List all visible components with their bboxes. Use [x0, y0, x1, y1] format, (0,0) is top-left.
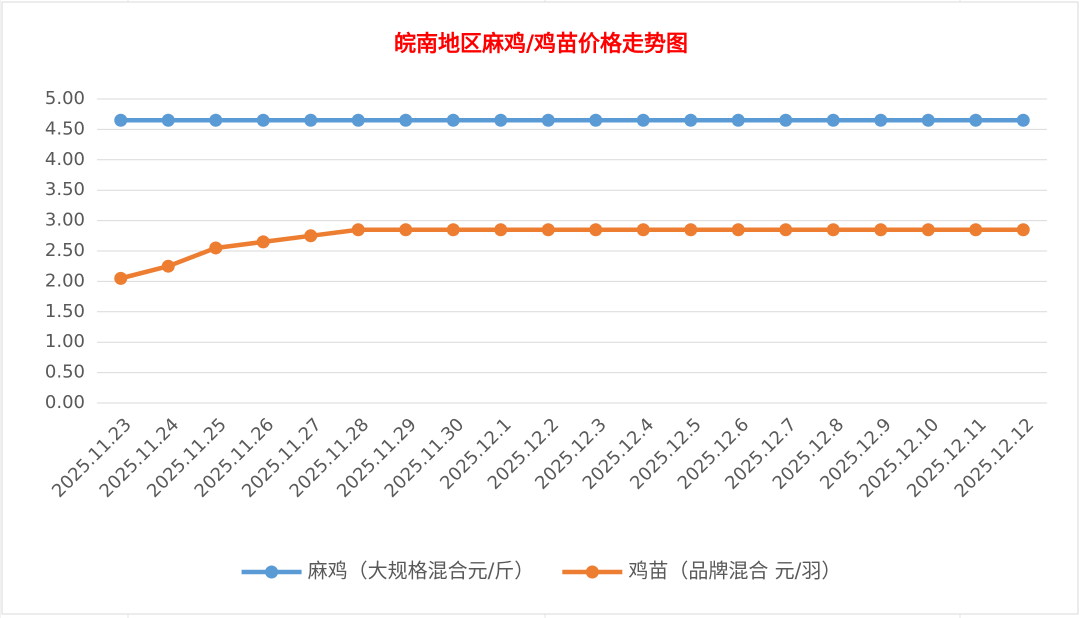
- y-tick-label: 5.00: [45, 88, 85, 109]
- y-tick-label: 0.50: [45, 362, 85, 383]
- data-point: [969, 223, 983, 237]
- y-tick-label: 4.50: [45, 118, 85, 139]
- data-point: [731, 113, 745, 127]
- data-point: [921, 113, 935, 127]
- data-point: [494, 223, 508, 237]
- data-point: [304, 229, 318, 243]
- legend-item: 鸡苗（品牌混合 元/羽）: [562, 559, 841, 583]
- data-point: [304, 113, 318, 127]
- data-point: [779, 113, 793, 127]
- data-point: [921, 223, 935, 237]
- data-point: [636, 113, 650, 127]
- legend-marker: [585, 565, 599, 579]
- data-point: [209, 241, 223, 255]
- y-tick-label: 0.00: [45, 392, 85, 413]
- data-point: [256, 113, 270, 127]
- data-point: [209, 113, 223, 127]
- y-tick-label: 2.00: [45, 270, 85, 291]
- data-point: [351, 223, 365, 237]
- y-tick-label: 2.50: [45, 240, 85, 261]
- data-point: [684, 223, 698, 237]
- y-tick-label: 1.50: [45, 301, 85, 322]
- data-point: [826, 223, 840, 237]
- y-tick-label: 1.00: [45, 331, 85, 352]
- data-point: [494, 113, 508, 127]
- data-point: [399, 223, 413, 237]
- data-point: [589, 113, 603, 127]
- legend-label: 麻鸡（大规格混合元/斤）: [308, 559, 535, 583]
- legend-item: 麻鸡（大规格混合元/斤）: [241, 559, 535, 583]
- data-point: [826, 113, 840, 127]
- data-point: [446, 223, 460, 237]
- legend-marker: [265, 565, 279, 579]
- y-tick-label: 3.00: [45, 210, 85, 231]
- data-point: [399, 113, 413, 127]
- data-point: [541, 223, 555, 237]
- data-point: [969, 113, 983, 127]
- data-point: [874, 113, 888, 127]
- chart-title: 皖南地区麻鸡/鸡苗价格走势图: [394, 31, 688, 57]
- data-point: [256, 235, 270, 249]
- data-point: [684, 113, 698, 127]
- data-point: [636, 223, 650, 237]
- data-point: [541, 113, 555, 127]
- data-point: [351, 113, 365, 127]
- data-point: [161, 259, 175, 273]
- data-point: [161, 113, 175, 127]
- data-point: [446, 113, 460, 127]
- data-point: [114, 271, 128, 285]
- series-line: [118, 227, 1026, 281]
- data-point: [114, 113, 128, 127]
- data-point: [1016, 113, 1030, 127]
- data-point: [589, 223, 603, 237]
- data-point: [1016, 223, 1030, 237]
- y-tick-label: 4.00: [45, 149, 85, 170]
- data-point: [874, 223, 888, 237]
- legend-label: 鸡苗（品牌混合 元/羽）: [628, 559, 841, 583]
- data-point: [779, 223, 793, 237]
- y-tick-label: 3.50: [45, 179, 85, 200]
- data-point: [731, 223, 745, 237]
